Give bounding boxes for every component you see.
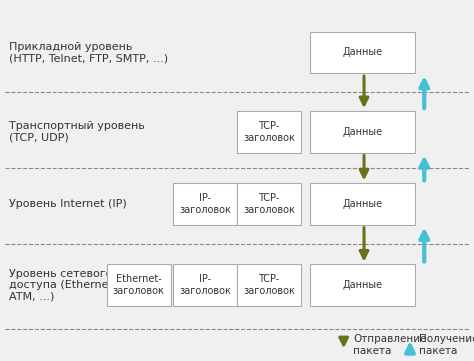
FancyBboxPatch shape (173, 264, 237, 306)
FancyBboxPatch shape (237, 111, 301, 152)
Text: Данные: Данные (343, 47, 383, 57)
FancyBboxPatch shape (310, 183, 415, 225)
FancyBboxPatch shape (310, 264, 415, 306)
Text: TCP-
заголовок: TCP- заголовок (243, 274, 295, 296)
FancyBboxPatch shape (310, 111, 415, 152)
Text: Получение
пакета: Получение пакета (419, 334, 474, 356)
Text: Прикладной уровень
(HTTP, Telnet, FTP, SMTP, ...): Прикладной уровень (HTTP, Telnet, FTP, S… (9, 42, 169, 63)
Text: Данные: Данные (343, 280, 383, 290)
FancyBboxPatch shape (237, 183, 301, 225)
Text: TCP-
заголовок: TCP- заголовок (243, 193, 295, 215)
Text: Транспортный уровень
(TCP, UDP): Транспортный уровень (TCP, UDP) (9, 121, 145, 143)
Text: Ethernet-
заголовок: Ethernet- заголовок (113, 274, 164, 296)
Text: Уровень сетевого
доступа (Ethernet, FDDI,
ATM, ...): Уровень сетевого доступа (Ethernet, FDDI… (9, 269, 150, 302)
Text: IP-
заголовок: IP- заголовок (179, 193, 231, 215)
FancyBboxPatch shape (237, 264, 301, 306)
Text: Данные: Данные (343, 127, 383, 137)
Text: Отправление
пакета: Отправление пакета (353, 334, 427, 356)
Text: Данные: Данные (343, 199, 383, 209)
Text: Уровень Internet (IP): Уровень Internet (IP) (9, 199, 127, 209)
FancyBboxPatch shape (173, 183, 237, 225)
Text: IP-
заголовок: IP- заголовок (179, 274, 231, 296)
FancyBboxPatch shape (107, 264, 171, 306)
Text: TCP-
заголовок: TCP- заголовок (243, 121, 295, 143)
FancyBboxPatch shape (310, 32, 415, 73)
